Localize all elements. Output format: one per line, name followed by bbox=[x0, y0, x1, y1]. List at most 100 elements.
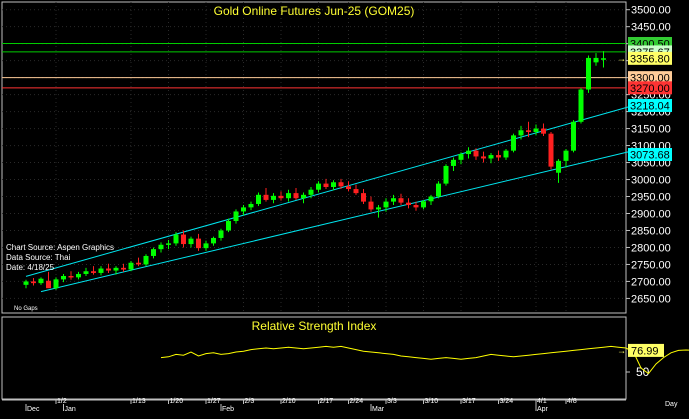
date-tick-label: 1/27 bbox=[207, 398, 221, 405]
candlesticks bbox=[23, 51, 606, 290]
candle-body bbox=[436, 183, 441, 197]
channel-label: 3218.04 bbox=[630, 100, 670, 112]
candle-body bbox=[68, 275, 74, 278]
candle-body bbox=[511, 135, 516, 151]
last-price-label: 3356.80 bbox=[630, 53, 670, 65]
date-line: Date: 4/18/25 bbox=[6, 263, 55, 272]
price-level-labels: 3400.503375.673300.003270.003218.043073.… bbox=[617, 36, 672, 162]
date-tick-label: 1/2 bbox=[57, 398, 67, 405]
last-price-arrow: → bbox=[617, 53, 626, 63]
candle-body bbox=[518, 130, 524, 136]
candle-body bbox=[211, 237, 216, 244]
price-panel-frame bbox=[1, 1, 627, 314]
date-tick-label: 2/3 bbox=[245, 398, 255, 405]
candle-body bbox=[226, 220, 231, 231]
candle-body bbox=[346, 186, 351, 190]
candle-body bbox=[308, 189, 314, 195]
candle-body bbox=[601, 58, 606, 60]
candle-body bbox=[316, 183, 321, 190]
candle-body bbox=[383, 201, 389, 208]
candle-body bbox=[46, 280, 51, 289]
date-tick-label: 1/13 bbox=[132, 398, 146, 405]
candle-body bbox=[323, 183, 329, 188]
candle-body bbox=[248, 203, 254, 208]
rsi-last-value-arrow: → bbox=[617, 345, 626, 355]
date-tick-label: 3/3 bbox=[387, 398, 397, 405]
level-label-bg bbox=[628, 71, 672, 85]
candle-body bbox=[233, 211, 239, 221]
channel-label-bg bbox=[628, 98, 672, 112]
price-tick-label: 2900.00 bbox=[631, 208, 671, 220]
price-tick-label: 3000.00 bbox=[631, 175, 671, 187]
candle-body bbox=[61, 275, 66, 280]
last-price-label-bg bbox=[628, 51, 672, 65]
trend-channel bbox=[25, 105, 634, 293]
candle-body bbox=[83, 271, 89, 274]
date-tick-label: 3/17 bbox=[462, 398, 476, 405]
candle-body bbox=[38, 278, 44, 284]
candle-body bbox=[91, 271, 96, 273]
price-grid bbox=[2, 2, 626, 313]
candle-body bbox=[136, 262, 141, 265]
rsi-last-value-label: 76.99 bbox=[631, 345, 659, 357]
price-tick-label: 2700.00 bbox=[631, 276, 671, 288]
month-tick-label: Apr bbox=[537, 406, 549, 413]
price-tick-label: 3150.00 bbox=[631, 124, 671, 136]
channel-label: 3073.68 bbox=[630, 150, 670, 162]
rsi-line bbox=[160, 345, 689, 375]
chart-source-line: Chart Source: Aspen Graphics bbox=[6, 243, 115, 252]
candle-body bbox=[533, 128, 539, 132]
candle-body bbox=[413, 205, 419, 208]
channel-line-upper bbox=[25, 105, 634, 277]
no-gaps-label: No Gaps bbox=[14, 306, 38, 312]
candle-body bbox=[98, 268, 104, 273]
candle-body bbox=[496, 155, 501, 158]
candle-body bbox=[428, 196, 434, 202]
price-tick-label: 2650.00 bbox=[631, 293, 671, 305]
candle-body bbox=[548, 133, 554, 167]
candle-body bbox=[451, 159, 456, 166]
candle-body bbox=[541, 128, 546, 134]
candle-body bbox=[113, 267, 119, 271]
month-tick-label: Dec bbox=[27, 406, 40, 413]
horizontal-level-lines bbox=[2, 42, 626, 89]
candle-body bbox=[158, 244, 164, 250]
data-source-line: Data Source: Thai bbox=[6, 253, 71, 262]
date-tick-label: 4/8 bbox=[567, 398, 577, 405]
candle-body bbox=[181, 234, 186, 245]
candle-body bbox=[556, 160, 561, 173]
candle-body bbox=[151, 249, 156, 256]
price-tick-label: 2750.00 bbox=[631, 259, 671, 271]
candle-body bbox=[293, 193, 299, 199]
time-axis: 1/2 1/13 1/20 1/27 2/3 2/10 2/17 2/24 3/3 3/10 3/1… bbox=[25, 398, 577, 413]
candle-body bbox=[166, 243, 171, 245]
candle-body bbox=[286, 193, 291, 199]
rsi-tick-label: 50 bbox=[636, 365, 650, 379]
candle-body bbox=[563, 150, 569, 161]
candle-body bbox=[361, 193, 366, 202]
month-tick-label: Jan bbox=[65, 406, 76, 413]
chart-title: Gold Online Futures Jun-25 (GOM25) bbox=[213, 4, 415, 18]
candle-body bbox=[53, 279, 59, 289]
candle-body bbox=[263, 194, 269, 200]
candle-body bbox=[368, 201, 374, 210]
candle-body bbox=[466, 150, 471, 155]
candle-body bbox=[578, 89, 584, 122]
chart-source-info: Chart Source: Aspen Graphics Data Source… bbox=[6, 243, 114, 273]
month-tick-label: Mar bbox=[372, 406, 385, 413]
candle-body bbox=[481, 156, 486, 159]
rsi-series bbox=[160, 345, 689, 375]
candle-body bbox=[421, 201, 426, 208]
candle-body bbox=[391, 198, 396, 202]
candle-body bbox=[121, 267, 126, 270]
candle-body bbox=[586, 57, 591, 90]
candle-body bbox=[106, 268, 111, 271]
candle-body bbox=[443, 165, 449, 184]
date-tick-label: 2/17 bbox=[320, 398, 334, 405]
price-tick-label: 3450.00 bbox=[631, 22, 671, 34]
date-tick-label: 3/10 bbox=[425, 398, 439, 405]
candle-body bbox=[278, 195, 284, 199]
rsi-panel-frame bbox=[1, 316, 627, 400]
